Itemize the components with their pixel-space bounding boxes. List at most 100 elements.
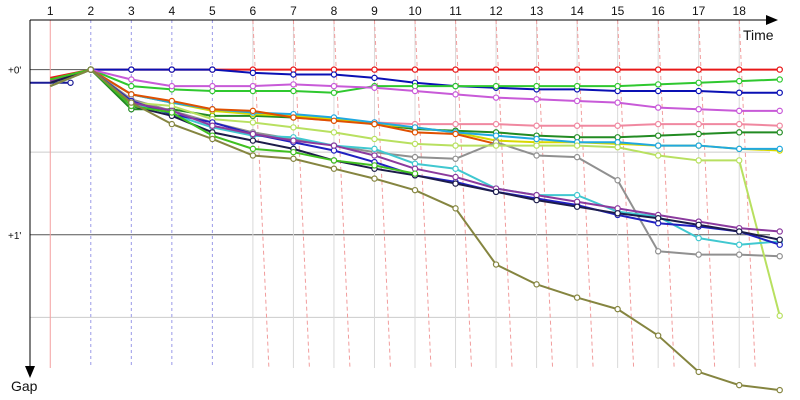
time-guide-line (698, 19, 716, 369)
data-point (330, 117, 338, 124)
data-point (695, 87, 702, 95)
data-point (736, 145, 743, 153)
data-point (249, 69, 257, 77)
data-point (290, 87, 297, 95)
x-tick-label: 16 (651, 4, 665, 18)
data-point (411, 186, 419, 194)
data-point (209, 135, 216, 143)
data-point (330, 89, 338, 96)
data-point (452, 91, 459, 98)
data-point (573, 153, 581, 161)
x-tick-label: 5 (209, 4, 216, 18)
data-point (67, 79, 74, 86)
data-point (736, 251, 743, 258)
data-point (654, 248, 662, 255)
data-point (371, 162, 378, 169)
x-tick-label: 8 (331, 4, 338, 18)
data-point (330, 165, 338, 172)
data-point (330, 157, 338, 164)
data-point (776, 312, 783, 319)
data-point (452, 173, 459, 181)
data-point (290, 71, 297, 78)
time-guide-line (657, 19, 675, 369)
data-point (654, 132, 662, 139)
data-point (249, 152, 257, 159)
data-point (249, 107, 257, 115)
data-point (654, 142, 662, 149)
data-point (168, 66, 176, 73)
data-point (736, 107, 743, 115)
data-point (654, 332, 662, 339)
data-point (411, 66, 419, 73)
data-point (452, 66, 459, 73)
data-point (533, 135, 540, 143)
data-point (249, 119, 257, 126)
data-point (573, 122, 581, 129)
data-point (614, 144, 621, 151)
data-point (371, 145, 378, 153)
time-guide-line (252, 19, 270, 369)
data-point (249, 82, 257, 90)
y-axis-arrowhead (25, 366, 35, 378)
x-tick-label: 10 (408, 4, 422, 18)
data-point (533, 142, 540, 149)
x-tick-label: 7 (290, 4, 297, 18)
data-point (776, 129, 783, 136)
data-point (573, 191, 581, 199)
data-point (654, 120, 662, 128)
data-point (371, 152, 378, 159)
data-point (695, 234, 702, 242)
y-tick-label: +1' (8, 231, 21, 242)
data-point (736, 89, 743, 96)
data-point (776, 253, 783, 260)
data-point (736, 381, 743, 389)
time-guide-line (738, 19, 756, 369)
data-point (776, 107, 783, 115)
data-point (695, 120, 702, 128)
data-point (736, 120, 743, 128)
data-point (371, 135, 378, 143)
data-point (128, 66, 135, 73)
data-point (492, 82, 500, 90)
y-axis-title: Gap (11, 378, 38, 394)
data-point (330, 142, 338, 149)
time-guide-line (536, 19, 554, 369)
data-point (452, 82, 459, 90)
data-point (209, 66, 216, 73)
time-guide-line (373, 19, 391, 369)
x-tick-label: 11 (449, 4, 462, 18)
data-point (573, 66, 581, 73)
data-point (654, 81, 662, 88)
data-point (452, 205, 459, 212)
time-guide-line (617, 19, 635, 369)
data-point (776, 66, 783, 73)
data-point (736, 228, 743, 235)
data-point (452, 155, 459, 162)
series-17 (50, 66, 419, 177)
x-tick-label: 13 (530, 4, 544, 18)
time-guide-line (333, 19, 351, 369)
time-guide-line (414, 19, 432, 369)
data-point (614, 82, 621, 90)
data-point (695, 66, 702, 73)
data-point (290, 155, 297, 162)
data-point (573, 97, 581, 105)
x-tick-label: 3 (128, 4, 135, 18)
data-point (573, 142, 581, 149)
data-point (776, 236, 783, 243)
data-point (776, 386, 783, 394)
data-point (411, 170, 419, 177)
data-point (614, 99, 621, 106)
data-point (695, 79, 702, 86)
data-point (128, 99, 135, 106)
data-point (736, 241, 743, 248)
x-tick-label: 6 (250, 4, 257, 18)
data-point (614, 177, 621, 184)
data-point (128, 82, 135, 90)
data-point (128, 76, 135, 83)
data-point (614, 66, 621, 73)
data-point (411, 129, 419, 136)
data-point (371, 84, 378, 91)
data-point (736, 77, 743, 85)
